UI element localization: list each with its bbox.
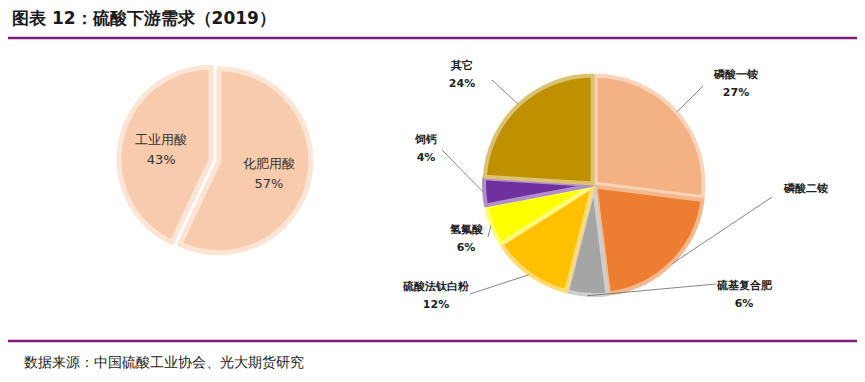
pie-slice — [596, 76, 704, 198]
leader-line — [492, 80, 518, 104]
leader-line — [672, 197, 772, 263]
leader-line — [470, 275, 529, 294]
pie-left — [119, 67, 311, 253]
leader-line — [587, 284, 716, 296]
category-label: 工业用酸 — [135, 132, 187, 147]
pie-left-labels: 化肥用酸 57% 工业用酸 43% — [135, 132, 295, 191]
value-label: 43% — [147, 152, 176, 167]
leader-line — [488, 226, 491, 237]
value-label: 6% — [457, 241, 476, 254]
category-label: 其它 — [450, 59, 473, 72]
pie-right-labels: 磷酸一铵 27% 磷酸二铵硫基复合肥 6% 硫酸法钛白粉 12% 氢氟酸 6% 饲钙 4% 其它 24… — [402, 59, 828, 311]
category-label: 硫酸法钛白粉 — [402, 280, 470, 293]
category-label: 氢氟酸 — [449, 223, 484, 236]
category-label: 饲钙 — [414, 133, 437, 146]
chart-canvas: 图表 12：硫酸下游需求（2019） 数据来源：中国硫酸工业协会、光大期货研究 化肥… — [0, 0, 865, 382]
leader-line — [442, 150, 483, 192]
title: 图表 12：硫酸下游需求（2019） — [12, 8, 276, 28]
category-label: 磷酸二铵 — [783, 182, 828, 195]
value-label: 4% — [417, 151, 436, 164]
pie-right — [484, 76, 703, 295]
source: 数据来源：中国硫酸工业协会、光大期货研究 — [24, 354, 304, 370]
header-rule — [8, 37, 857, 40]
value-label: 57% — [254, 176, 283, 191]
category-label: 化肥用酸 — [243, 156, 295, 171]
value-label: 6% — [735, 297, 754, 310]
category-label: 磷酸一铵 — [713, 68, 758, 81]
value-label: 12% — [423, 298, 449, 311]
pie-slice — [119, 67, 211, 242]
value-label: 27% — [723, 86, 749, 99]
leader-lines — [442, 80, 772, 296]
leader-line — [677, 86, 703, 112]
pie-slice — [595, 186, 702, 293]
pie-slice — [485, 76, 593, 184]
footer-rule — [8, 340, 857, 343]
value-label: 24% — [449, 77, 475, 90]
category-label: 硫基复合肥 — [716, 279, 773, 292]
